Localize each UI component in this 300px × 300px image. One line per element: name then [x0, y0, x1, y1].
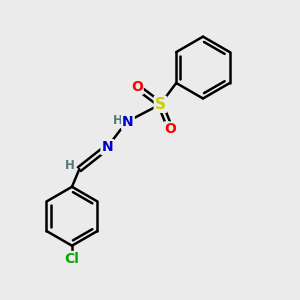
Text: Cl: Cl [64, 252, 80, 266]
Text: N: N [101, 140, 113, 154]
Text: O: O [131, 80, 143, 94]
Text: H: H [65, 159, 75, 172]
Text: S: S [155, 97, 166, 112]
Text: N: N [122, 115, 134, 129]
Text: H: H [113, 114, 123, 127]
Text: O: O [165, 122, 176, 136]
